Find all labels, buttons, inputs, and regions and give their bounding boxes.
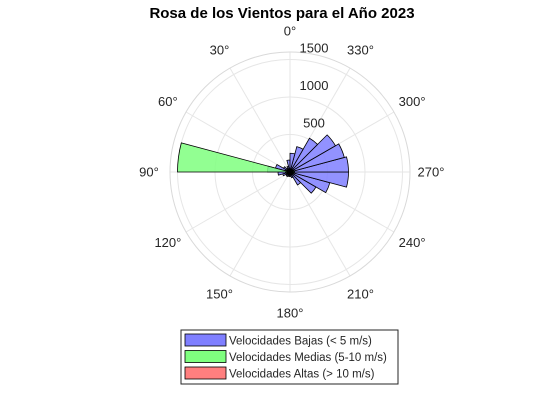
bar-s1-300: [289, 134, 337, 173]
polar-boundary: [169, 51, 411, 293]
angular-tick-labels: 0° 30° 60° 90° 120° 150° 180° 210° 240° 270° 300° 3…: [139, 24, 444, 321]
legend: Velocidades Bajas (< 5 m/s) Velocidades M…: [180, 329, 399, 385]
grid-spoke-120: [185, 171, 291, 233]
theta-tick-label-270: 270°: [418, 165, 445, 180]
bar-s1-345: [289, 152, 296, 173]
grid-spoke-60: [185, 111, 291, 173]
theta-tick-label-210: 210°: [347, 287, 374, 302]
legend-swatch-2: [184, 350, 227, 363]
bars: [177, 134, 349, 194]
theta-tick-label-330: 330°: [347, 42, 374, 57]
theta-tick-label-120: 120°: [154, 235, 181, 250]
grid-spoke-210: [289, 171, 351, 277]
bar-s1-285: [289, 143, 345, 173]
r-tick-label-1500: 1500: [300, 41, 329, 56]
grid-spoke-150: [229, 171, 291, 277]
theta-tick-label-30: 30°: [210, 42, 230, 57]
theta-tick-label-150: 150°: [206, 287, 233, 302]
legend-swatch-1: [184, 333, 227, 347]
theta-tick-label-300: 300°: [399, 94, 426, 109]
bar-s1-330: [289, 146, 304, 173]
theta-tick-label-240: 240°: [399, 235, 426, 250]
theta-tick-label-0: 0°: [284, 24, 296, 39]
legend-swatch-3: [184, 366, 227, 380]
bar-s2-75: [177, 142, 291, 173]
r-tick-label-1000: 1000: [300, 78, 329, 93]
legend-label-2: Velocidades Medias (5-10 m/s): [229, 352, 387, 364]
legend-label-3: Velocidades Altas (> 10 m/s): [229, 369, 375, 381]
theta-tick-label-180: 180°: [277, 306, 304, 321]
bar-s2-345: [289, 169, 292, 173]
theta-tick-label-60: 60°: [158, 94, 178, 109]
grid-spoke-30: [229, 67, 291, 173]
radial-tick-labels: 500 1000 1500: [300, 41, 329, 131]
legend-label-1: Velocidades Bajas (< 5 m/s): [229, 336, 372, 348]
chart-title: Rosa de los Vientos para el Año 2023: [149, 5, 414, 22]
r-tick-label-500: 500: [303, 116, 325, 131]
bar-s1-315: [289, 137, 319, 173]
theta-tick-label-90: 90°: [139, 165, 159, 180]
